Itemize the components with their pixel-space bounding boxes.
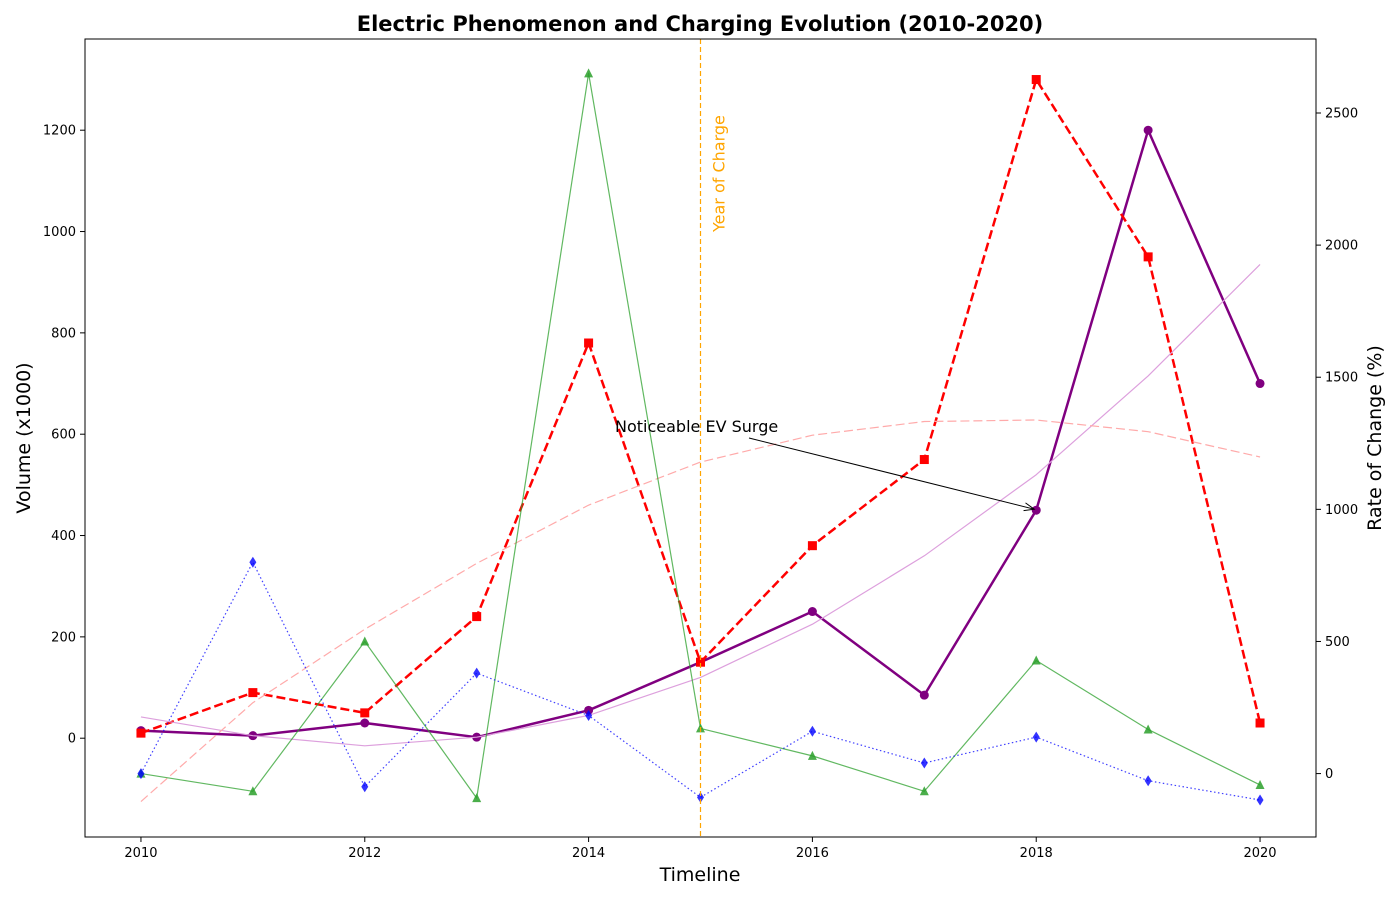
series-5-point-6 <box>808 725 816 737</box>
y-tick-label-6: 1200 <box>43 124 76 139</box>
annotation-arrow-line <box>748 437 1035 510</box>
y-right-tick-label-5: 2500 <box>1325 106 1358 121</box>
series-4-point-4 <box>584 68 594 78</box>
series-4-point-8 <box>1031 655 1041 665</box>
y-axis-right-label: Rate of Change (%) <box>1364 345 1386 531</box>
y-tick-label-3: 600 <box>51 428 76 443</box>
series-5-point-1 <box>249 556 257 568</box>
x-tick-label-2: 2014 <box>572 846 605 861</box>
series-5-point-3 <box>473 667 481 679</box>
y-tick-label-4: 800 <box>51 326 76 341</box>
series-5-line <box>140 561 1261 801</box>
y-tick-label-0: 0 <box>68 732 76 747</box>
chart-title-group: Electric Phenomenon and Charging Evoluti… <box>357 12 1044 36</box>
series-0-point-10 <box>1255 379 1265 389</box>
series-1-point-7 <box>919 455 929 465</box>
series-5-point-9 <box>1144 775 1152 787</box>
series-4-point-6 <box>807 750 817 760</box>
series-1-point-8 <box>1031 75 1041 85</box>
series-2-line <box>140 264 1261 747</box>
x-tick-label-1: 2012 <box>348 846 381 861</box>
series-5-point-7 <box>920 757 928 769</box>
y-tick-label-5: 1000 <box>43 225 76 240</box>
series-5-point-10 <box>1256 794 1264 806</box>
series-5-point-0 <box>137 768 145 780</box>
y-right-tick-label-4: 2000 <box>1325 239 1358 254</box>
annotation-text: Noticeable EV Surge <box>615 417 778 436</box>
series-1-point-2 <box>360 708 370 718</box>
axes-group: 2010 2012 2014 2016 2018 2020 0 200 400 600 800 100… <box>43 38 1358 861</box>
vline-label: Year of Charge <box>710 115 729 233</box>
x-tick-label-5: 2020 <box>1243 846 1276 861</box>
series-1-point-9 <box>1143 252 1153 262</box>
series-1-point-5 <box>696 657 705 667</box>
y-right-tick-label-3: 1500 <box>1325 371 1358 386</box>
series-1-point-3 <box>472 612 482 622</box>
series-1-point-4 <box>584 338 594 348</box>
annotation-group: Noticeable EV Surge <box>615 417 1036 512</box>
series-0-point-7 <box>919 690 929 700</box>
x-axis-label: Timeline <box>659 864 741 886</box>
x-tick-label-0: 2010 <box>124 846 157 861</box>
series-4-point-3 <box>472 793 482 803</box>
plot-frame <box>84 38 1317 838</box>
series-0-point-2 <box>360 718 370 728</box>
series-5-point-5 <box>697 791 704 803</box>
x-tick-label-4: 2018 <box>1020 846 1053 861</box>
series-4-point-9 <box>1143 724 1153 734</box>
series-0-point-9 <box>1143 125 1153 135</box>
series-4-point-2 <box>360 636 370 646</box>
x-tick-label-3: 2016 <box>796 846 829 861</box>
series-1-point-0 <box>136 728 146 738</box>
y-axis-label: Volume (x1000) <box>13 362 35 513</box>
series-5-point-8 <box>1032 731 1040 743</box>
y-right-tick-label-1: 500 <box>1325 635 1350 650</box>
y-right-tick-label-0: 0 <box>1325 767 1333 782</box>
chart-title: Electric Phenomenon and Charging Evoluti… <box>357 12 1044 36</box>
y-right-tick-label-2: 1000 <box>1325 503 1358 518</box>
vline-group: Year of Charge <box>699 39 729 837</box>
annotation-arrow-head <box>1023 502 1036 512</box>
series-group <box>136 68 1265 806</box>
series-0-point-8 <box>1031 505 1041 515</box>
series-5-point-4 <box>585 709 593 721</box>
series-1-point-1 <box>248 688 258 698</box>
series-1-point-10 <box>1255 718 1265 728</box>
series-0-point-6 <box>807 607 817 617</box>
y-tick-label-2: 400 <box>51 529 76 544</box>
series-3-line <box>140 419 1261 802</box>
y-tick-label-1: 200 <box>51 630 76 645</box>
series-4-point-1 <box>248 786 258 796</box>
series-1-point-6 <box>807 541 817 551</box>
series-4-point-7 <box>919 786 929 796</box>
series-5-point-2 <box>361 781 369 793</box>
series-4-point-10 <box>1255 779 1265 789</box>
